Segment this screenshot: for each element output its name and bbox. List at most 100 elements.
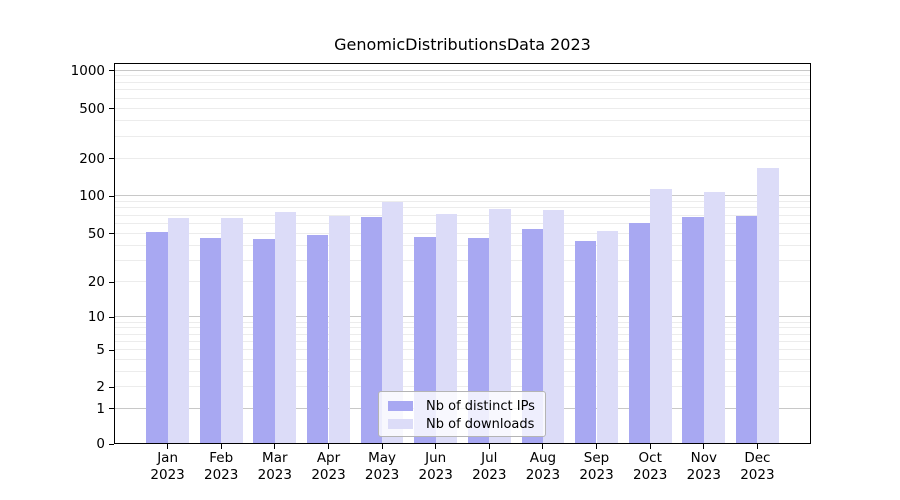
x-tick-mark-oct bbox=[649, 444, 651, 449]
x-tick-month: May bbox=[368, 450, 397, 466]
legend-entry-distinct-ips: Nb of distinct IPs bbox=[388, 397, 537, 415]
x-tick-mark-nov bbox=[703, 444, 705, 449]
legend-label-downloads: Nb of downloads bbox=[426, 416, 535, 432]
y-tick-label-500: 500 bbox=[79, 100, 105, 117]
x-tick-month: Sep bbox=[583, 450, 610, 466]
y-tick-mark-1000 bbox=[109, 70, 114, 72]
legend-swatch-distinct-ips bbox=[388, 401, 413, 411]
gridline-3 bbox=[114, 370, 811, 372]
gridline-900 bbox=[114, 75, 811, 77]
y-tick-mark-10 bbox=[109, 316, 114, 318]
x-tick-year: 2023 bbox=[150, 467, 185, 483]
legend-label-distinct-ips: Nb of distinct IPs bbox=[426, 398, 535, 414]
x-tick-month: Dec bbox=[744, 450, 771, 466]
gridline-1000 bbox=[114, 69, 811, 71]
gridline-8 bbox=[114, 327, 811, 329]
gridline-50 bbox=[114, 232, 811, 234]
x-tick-mark-mar bbox=[274, 444, 276, 449]
y-tick-label-2: 2 bbox=[96, 379, 105, 396]
y-tick-mark-0 bbox=[109, 443, 114, 445]
y-tick-label-200: 200 bbox=[79, 150, 105, 167]
y-tick-mark-500 bbox=[109, 108, 114, 110]
y-tick-label-5: 5 bbox=[96, 342, 105, 359]
x-tick-label-jun: Jun 2023 bbox=[404, 450, 468, 484]
gridline-10 bbox=[114, 316, 811, 318]
x-tick-month: Jul bbox=[481, 450, 498, 466]
x-tick-label-feb: Feb 2023 bbox=[189, 450, 253, 484]
y-tick-mark-100 bbox=[109, 195, 114, 197]
y-tick-label-10: 10 bbox=[87, 309, 105, 326]
gridline-4 bbox=[114, 358, 811, 360]
x-tick-mark-jan bbox=[167, 444, 169, 449]
bar-jan-distinct-ips bbox=[146, 231, 168, 444]
y-tick-mark-5 bbox=[109, 349, 114, 351]
gridline-100 bbox=[114, 195, 811, 197]
bar-mar-downloads bbox=[274, 211, 297, 444]
legend: Nb of distinct IPs Nb of downloads bbox=[378, 391, 546, 437]
bar-mar-distinct-ips bbox=[253, 239, 275, 444]
gridline-80 bbox=[114, 207, 811, 209]
x-tick-mark-may bbox=[381, 444, 383, 449]
bar-feb-downloads bbox=[221, 217, 243, 444]
x-tick-mark-jul bbox=[488, 444, 490, 449]
bar-aug-distinct-ips bbox=[521, 228, 543, 444]
gridline-9 bbox=[114, 321, 811, 323]
gridline-60 bbox=[114, 222, 811, 224]
x-tick-label-dec: Dec 2023 bbox=[725, 450, 789, 484]
bar-may-distinct-ips bbox=[360, 217, 382, 444]
x-tick-label-oct: Oct 2023 bbox=[618, 450, 682, 484]
y-tick-label-20: 20 bbox=[87, 274, 105, 291]
x-tick-year: 2023 bbox=[686, 467, 721, 483]
x-tick-month: Feb bbox=[209, 450, 234, 466]
y-tick-mark-50 bbox=[109, 233, 114, 235]
x-tick-mark-sep bbox=[596, 444, 597, 449]
x-tick-month: Jun bbox=[425, 450, 447, 466]
x-tick-month: Oct bbox=[638, 450, 662, 466]
bar-oct-distinct-ips bbox=[628, 223, 651, 444]
bar-aug-downloads bbox=[542, 209, 565, 444]
gridline-40 bbox=[114, 244, 811, 246]
gridline-20 bbox=[114, 281, 811, 283]
bar-nov-distinct-ips bbox=[682, 217, 704, 444]
y-tick-mark-2 bbox=[109, 386, 114, 388]
gridline-2 bbox=[114, 386, 811, 388]
x-tick-year: 2023 bbox=[579, 467, 614, 483]
x-tick-mark-feb bbox=[220, 444, 222, 449]
legend-entry-downloads: Nb of downloads bbox=[388, 415, 537, 433]
gridline-5 bbox=[114, 349, 811, 351]
x-tick-year: 2023 bbox=[418, 467, 453, 483]
bar-apr-downloads bbox=[328, 216, 350, 444]
x-tick-label-aug: Aug 2023 bbox=[511, 450, 575, 484]
legend-swatch-downloads bbox=[388, 419, 413, 429]
x-tick-year: 2023 bbox=[525, 467, 561, 483]
gridline-600 bbox=[114, 97, 811, 99]
x-tick-month: Nov bbox=[690, 450, 717, 466]
y-tick-label-1000: 1000 bbox=[70, 62, 105, 79]
x-tick-label-apr: Apr 2023 bbox=[297, 450, 361, 484]
x-tick-year: 2023 bbox=[204, 467, 239, 483]
y-tick-label-100: 100 bbox=[79, 188, 105, 205]
gridline-300 bbox=[114, 135, 811, 137]
gridline-30 bbox=[114, 259, 811, 261]
x-tick-year: 2023 bbox=[740, 467, 775, 483]
x-tick-year: 2023 bbox=[311, 467, 346, 483]
x-tick-year: 2023 bbox=[472, 467, 507, 483]
x-tick-label-nov: Nov 2023 bbox=[672, 450, 736, 484]
x-tick-month: Aug bbox=[529, 450, 557, 466]
gridline-700 bbox=[114, 89, 811, 91]
bar-may-downloads bbox=[382, 202, 404, 444]
bar-dec-downloads bbox=[757, 168, 779, 444]
gridline-500 bbox=[114, 107, 811, 109]
y-tick-label-1: 1 bbox=[96, 400, 105, 417]
x-tick-month: Mar bbox=[262, 450, 288, 466]
gridline-800 bbox=[114, 81, 811, 83]
y-tick-mark-200 bbox=[109, 158, 114, 160]
x-tick-mark-apr bbox=[328, 444, 329, 449]
y-tick-mark-20 bbox=[109, 281, 114, 283]
bar-nov-downloads bbox=[703, 192, 726, 444]
x-tick-mark-jun bbox=[435, 444, 437, 449]
gridline-7 bbox=[114, 333, 811, 335]
x-tick-month: Jan bbox=[157, 450, 178, 466]
chart-title: GenomicDistributionsData 2023 bbox=[334, 35, 591, 54]
